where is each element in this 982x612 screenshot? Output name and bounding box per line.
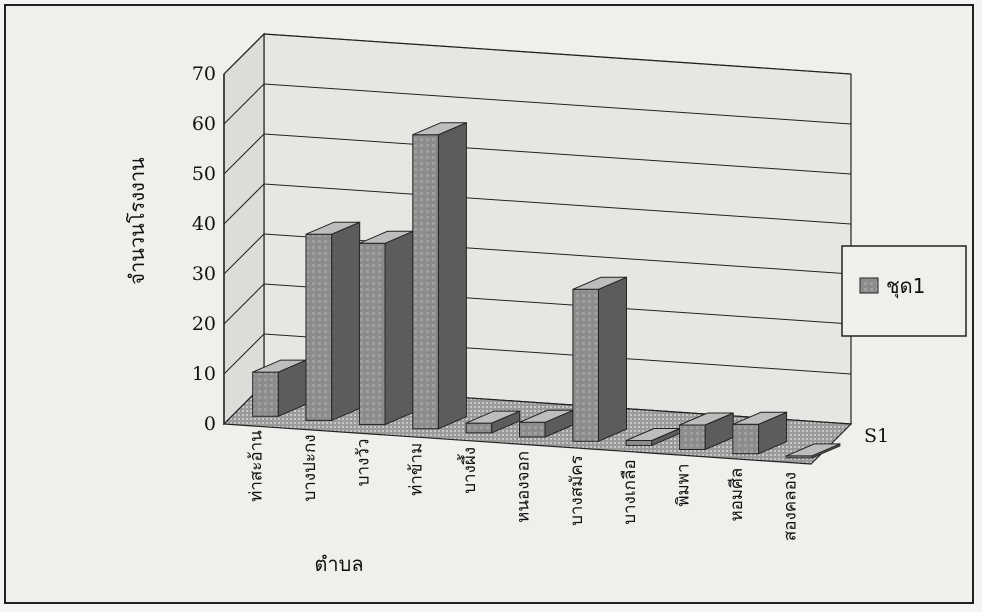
- bar: [412, 121, 467, 430]
- bar-top: [786, 443, 841, 457]
- bar-top: [572, 276, 627, 290]
- bar: [732, 411, 788, 455]
- legend-label: ชุด1: [886, 274, 925, 299]
- x-tick-label: บางสมัคร: [567, 455, 587, 526]
- gridline: [263, 33, 852, 75]
- bar: [252, 359, 307, 417]
- bar-side: [598, 276, 627, 442]
- bar-front: [732, 423, 760, 455]
- y-tick-label: 20: [192, 313, 216, 335]
- bar: [572, 276, 627, 442]
- gridline-side: [223, 133, 265, 175]
- x-tick-label: ท่าข้าม: [407, 443, 427, 496]
- bar-front: [252, 371, 279, 417]
- x-axis-tick-labels: ท่าสะอ้าน บางปะกง บางวัว ท่าข้าม บางผึ้ง หนอง…: [247, 430, 801, 541]
- bar-front: [358, 242, 386, 426]
- gridline-side: [223, 33, 265, 75]
- y-tick-label: 10: [192, 363, 216, 385]
- bar: [305, 221, 361, 422]
- bar-top: [732, 411, 787, 425]
- bar: [625, 427, 681, 447]
- side-wall: [223, 32, 265, 426]
- x-tick-label: ท่าสะอ้าน: [247, 430, 267, 502]
- bar: [785, 443, 841, 459]
- bar: [358, 230, 414, 426]
- y-tick-label: 50: [192, 163, 216, 185]
- gridline-side: [223, 333, 265, 375]
- gridline-side: [223, 183, 265, 225]
- bar-top: [305, 221, 360, 235]
- bar-side: [437, 121, 467, 430]
- bar-side: [384, 230, 414, 426]
- x-tick-label: บางเกลือ: [620, 459, 640, 524]
- chart-frame: 0 10 20 30 40 50 60 70 ท่าสะอ้าน บางปะกง บางวัว ท่…: [4, 4, 974, 604]
- bar: [465, 410, 521, 434]
- x-tick-label: สองคลอง: [780, 472, 800, 541]
- bar-top: [679, 412, 734, 426]
- gridline-side: [223, 283, 265, 325]
- bar-front: [572, 288, 599, 442]
- y-tick-label: 30: [192, 263, 216, 285]
- gridline: [263, 233, 852, 275]
- y-axis-title: จำนวนโรงงาน: [125, 157, 149, 285]
- bar: [519, 409, 574, 438]
- legend-swatch: [859, 277, 879, 294]
- bar-front: [412, 134, 439, 430]
- bar-front: [625, 440, 653, 446]
- x-tick-label: หอมศีล: [727, 468, 747, 522]
- x-tick-label: หนองจอก: [514, 451, 534, 523]
- bars: [252, 121, 841, 459]
- y-tick-label: 60: [192, 113, 216, 135]
- y-tick-label: 0: [204, 413, 216, 435]
- gridline-side: [223, 83, 265, 125]
- bar-front: [465, 422, 493, 434]
- bar-front: [679, 424, 706, 450]
- y-tick-label: 40: [192, 213, 216, 235]
- gridline: [263, 183, 852, 225]
- bar-front: [305, 233, 333, 421]
- legend: ชุด1: [841, 245, 967, 337]
- y-axis: 0 10 20 30 40 50 60 70: [192, 63, 225, 435]
- x-tick-label: บางปะกง: [300, 434, 320, 501]
- y-tick-label: 70: [192, 63, 216, 85]
- x-tick-label: บางผึ้ง: [457, 447, 480, 494]
- bar-side: [331, 221, 361, 422]
- gridline: [263, 83, 852, 125]
- gridline-side: [223, 233, 265, 275]
- bar-front: [519, 421, 546, 438]
- x-axis-title: ตำบล: [314, 552, 363, 576]
- bar: [679, 412, 734, 451]
- bar-top: [465, 410, 520, 424]
- gridline: [263, 133, 852, 175]
- depth-axis-label: S1: [864, 425, 889, 447]
- x-tick-label: พิมพา: [674, 464, 694, 507]
- bar-top: [412, 122, 467, 136]
- x-tick-label: บางวัว: [353, 439, 373, 487]
